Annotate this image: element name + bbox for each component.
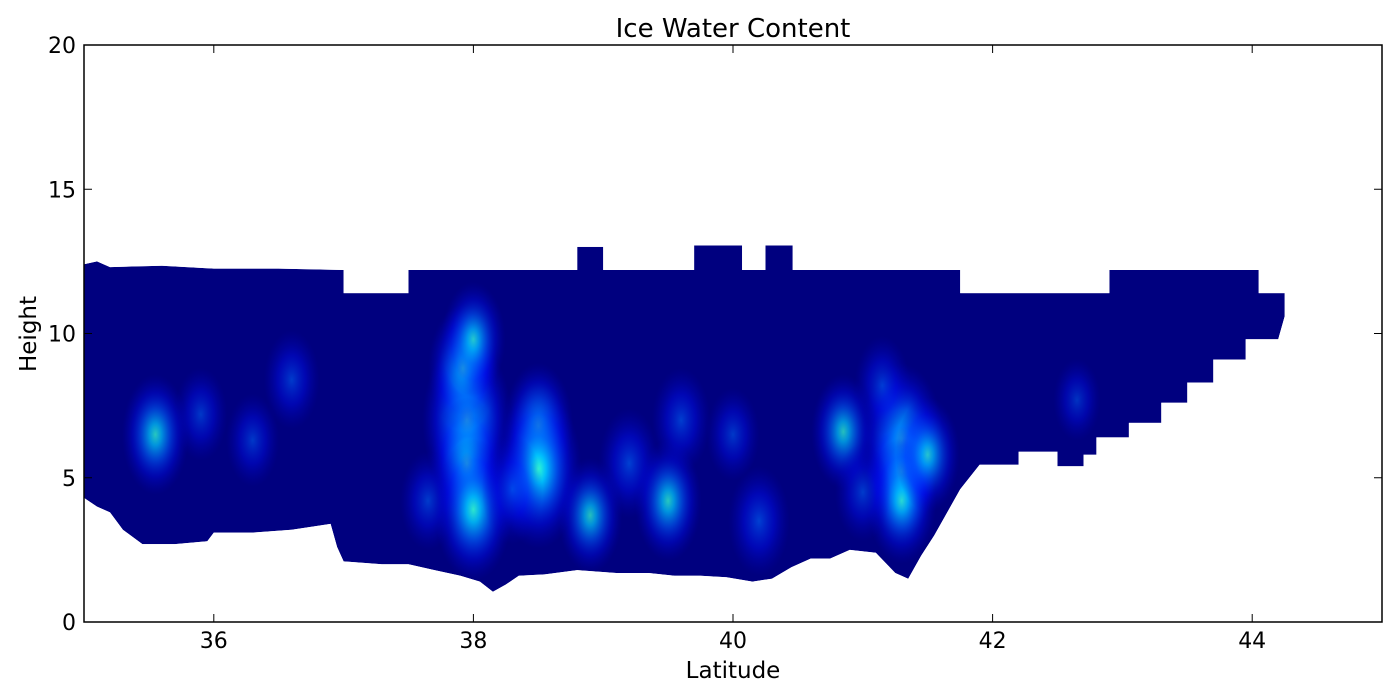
ice-core-26 (1053, 358, 1101, 441)
ice-core-7 (441, 281, 506, 397)
ice-cores (121, 281, 1101, 581)
x-axis-ticks: 36 38 40 42 44 (200, 45, 1266, 654)
y-tick-label: 0 (62, 611, 76, 636)
ice-core-3 (226, 393, 280, 487)
y-tick-label: 5 (62, 467, 76, 492)
y-axis-label: Height (16, 296, 42, 372)
chart-title: Ice Water Content (616, 14, 851, 44)
ice-water-field (84, 245, 1285, 592)
ice-core-18 (706, 388, 760, 481)
y-tick-label: 10 (48, 323, 76, 348)
ice-core-1 (174, 367, 228, 461)
y-tick-label: 15 (48, 178, 76, 203)
y-axis-ticks: 0 5 10 15 20 (48, 34, 1382, 636)
ice-core-24 (895, 397, 960, 513)
ice-core-25 (835, 442, 891, 542)
x-tick-label: 40 (719, 629, 747, 654)
ice-core-2 (263, 330, 320, 430)
x-tick-label: 44 (1238, 629, 1266, 654)
plot-area (84, 245, 1285, 592)
ice-core-0 (121, 374, 189, 495)
ice-core-17 (728, 466, 790, 576)
x-tick-label: 36 (200, 629, 228, 654)
x-tick-label: 38 (459, 629, 487, 654)
ice-core-12 (481, 434, 543, 545)
y-tick-label: 20 (48, 34, 76, 59)
x-tick-label: 42 (979, 629, 1007, 654)
ice-core-16 (651, 368, 711, 473)
ice-core-23 (854, 336, 911, 435)
x-axis-label: Latitude (686, 658, 781, 684)
